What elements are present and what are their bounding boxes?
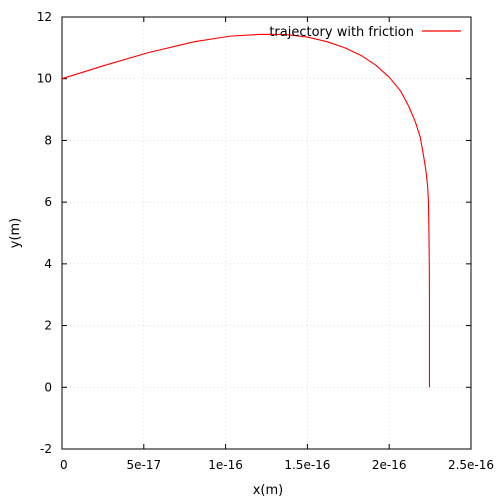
x-tick-label: 2e-16 [372, 458, 407, 472]
y-tick-label: -2 [40, 442, 52, 456]
x-tick-labels: 0 5e-17 1e-16 1.5e-16 2e-16 2.5e-16 [60, 458, 494, 472]
x-tick-label: 5e-17 [126, 458, 161, 472]
y-tick-label: 4 [44, 257, 52, 271]
axis-ticks [61, 16, 472, 450]
x-tick-label: 0 [60, 458, 68, 472]
x-axis-label: x(m) [253, 483, 284, 498]
y-tick-label: 2 [44, 319, 52, 333]
y-tick-label: 0 [44, 380, 52, 394]
x-tick-label: 1.5e-16 [284, 458, 330, 472]
y-tick-label: 6 [44, 195, 52, 209]
x-tick-label: 1e-16 [208, 458, 243, 472]
y-tick-label: 10 [37, 72, 52, 86]
x-tick-label: 2.5e-16 [448, 458, 494, 472]
grid [61, 16, 472, 450]
plot-frame [61, 16, 472, 450]
y-tick-label: 12 [37, 10, 52, 24]
y-tick-labels: -2 0 2 4 6 8 10 12 [37, 10, 52, 456]
y-axis-label: y(m) [8, 218, 23, 249]
legend: trajectory with friction [269, 25, 461, 40]
series-layer [61, 33, 431, 388]
legend-label: trajectory with friction [269, 25, 414, 40]
y-tick-label: 8 [44, 133, 52, 147]
series-line-trajectory [61, 33, 431, 388]
